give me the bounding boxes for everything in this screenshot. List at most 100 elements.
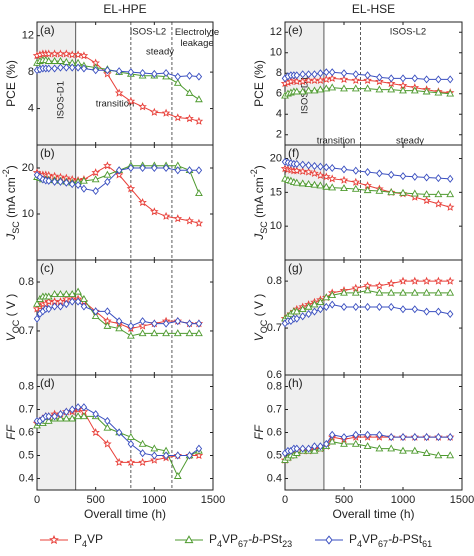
data-point — [194, 218, 204, 227]
data-point — [340, 288, 348, 296]
data-point — [316, 85, 325, 93]
data-point — [328, 163, 336, 173]
data-point — [446, 433, 454, 442]
data-point — [57, 177, 64, 186]
data-point — [322, 84, 331, 92]
data-point — [387, 188, 396, 196]
data-point — [387, 302, 395, 311]
data-point — [56, 290, 65, 298]
data-point — [114, 88, 124, 97]
data-point — [410, 276, 420, 285]
data-point — [298, 87, 307, 95]
data-point — [340, 69, 348, 78]
y-tick-label: 8 — [28, 66, 34, 78]
y-tick-label: 0.6 — [19, 426, 34, 438]
data-point — [138, 321, 147, 330]
data-point — [186, 71, 193, 80]
y-label-part: J — [4, 233, 18, 241]
data-point — [422, 288, 431, 296]
data-point — [195, 189, 203, 197]
data-point — [317, 162, 324, 171]
data-point — [292, 166, 302, 175]
data-point — [44, 292, 53, 300]
data-point — [304, 86, 313, 94]
data-point — [62, 290, 71, 298]
data-point — [103, 170, 112, 178]
y-tick-label: 10 — [270, 220, 282, 232]
data-point — [126, 184, 136, 193]
y-tick-label: 0.5 — [19, 449, 34, 461]
data-point — [195, 95, 203, 103]
data-point — [363, 84, 372, 92]
y-label-part: V — [252, 332, 266, 341]
data-point — [310, 446, 319, 454]
data-point — [103, 423, 112, 431]
y-tick-label: 10 — [22, 208, 34, 220]
data-point — [114, 170, 124, 179]
data-point — [340, 184, 348, 192]
data-point — [399, 433, 407, 442]
data-point — [316, 181, 325, 189]
legend-marker — [49, 534, 59, 545]
data-point — [422, 87, 431, 95]
y-label-part: OC — [11, 319, 21, 333]
data-point — [363, 186, 372, 194]
data-point — [57, 63, 64, 72]
data-point — [434, 276, 443, 285]
panel-label: (b) — [40, 146, 55, 160]
legend-label: P4VP67-b-PSt61 — [349, 532, 432, 549]
data-point — [446, 451, 455, 459]
y-label-part: PCE (%) — [252, 60, 266, 107]
y-tick-label: 0.7 — [19, 403, 34, 415]
data-point — [364, 302, 371, 311]
data-point — [364, 430, 371, 439]
y-label-part: FF — [252, 425, 266, 440]
data-point — [376, 169, 383, 178]
data-point — [138, 457, 147, 467]
data-point — [185, 88, 194, 96]
data-point — [63, 178, 70, 187]
x-tick-label: 1000 — [391, 494, 415, 506]
y-tick-label: 12 — [270, 26, 282, 38]
y-label-part: ) — [4, 165, 18, 169]
data-point — [127, 68, 135, 77]
data-point — [323, 68, 330, 77]
shaded-region — [37, 260, 76, 375]
annotation: ISOS-L2 — [390, 27, 426, 38]
data-point — [51, 64, 58, 73]
data-point — [422, 448, 431, 456]
panel: 0.4 0.5 0.6 0.7 0.8 0 500 1000 1500 Overall time … — [252, 374, 474, 521]
y-tick-label: 12 — [22, 30, 34, 42]
data-point — [410, 86, 419, 94]
data-point — [322, 293, 331, 301]
data-point — [446, 288, 455, 296]
data-point — [434, 199, 443, 208]
data-point — [310, 180, 319, 188]
data-point — [317, 69, 324, 78]
data-point — [299, 312, 306, 321]
data-point — [51, 412, 58, 421]
x-tick-label: 500 — [335, 494, 353, 506]
data-point — [63, 407, 70, 416]
data-point — [162, 329, 170, 337]
y-label-part: SC — [259, 221, 269, 234]
data-point — [161, 211, 171, 220]
y-tick-label: 0.7 — [267, 403, 282, 415]
data-point — [174, 451, 182, 460]
data-point — [292, 448, 301, 456]
data-point — [387, 85, 396, 93]
x-tick-label: 1500 — [450, 494, 474, 506]
data-point — [298, 166, 307, 175]
data-point — [398, 276, 408, 285]
y-label-part: -2 — [249, 169, 259, 177]
panel: 0.4 0.5 0.6 0.7 0.8 0 500 1000 1500 Overall time … — [4, 374, 225, 521]
y-tick-label: 0.8 — [19, 276, 34, 288]
data-point — [68, 63, 76, 72]
data-point — [339, 74, 349, 84]
x-axis-label: Overall time (h) — [332, 507, 414, 521]
data-point — [299, 70, 306, 79]
y-label-part: ( V ) — [4, 294, 18, 320]
data-point — [316, 75, 325, 85]
data-point — [115, 67, 123, 76]
x-tick-label: 500 — [86, 494, 104, 506]
